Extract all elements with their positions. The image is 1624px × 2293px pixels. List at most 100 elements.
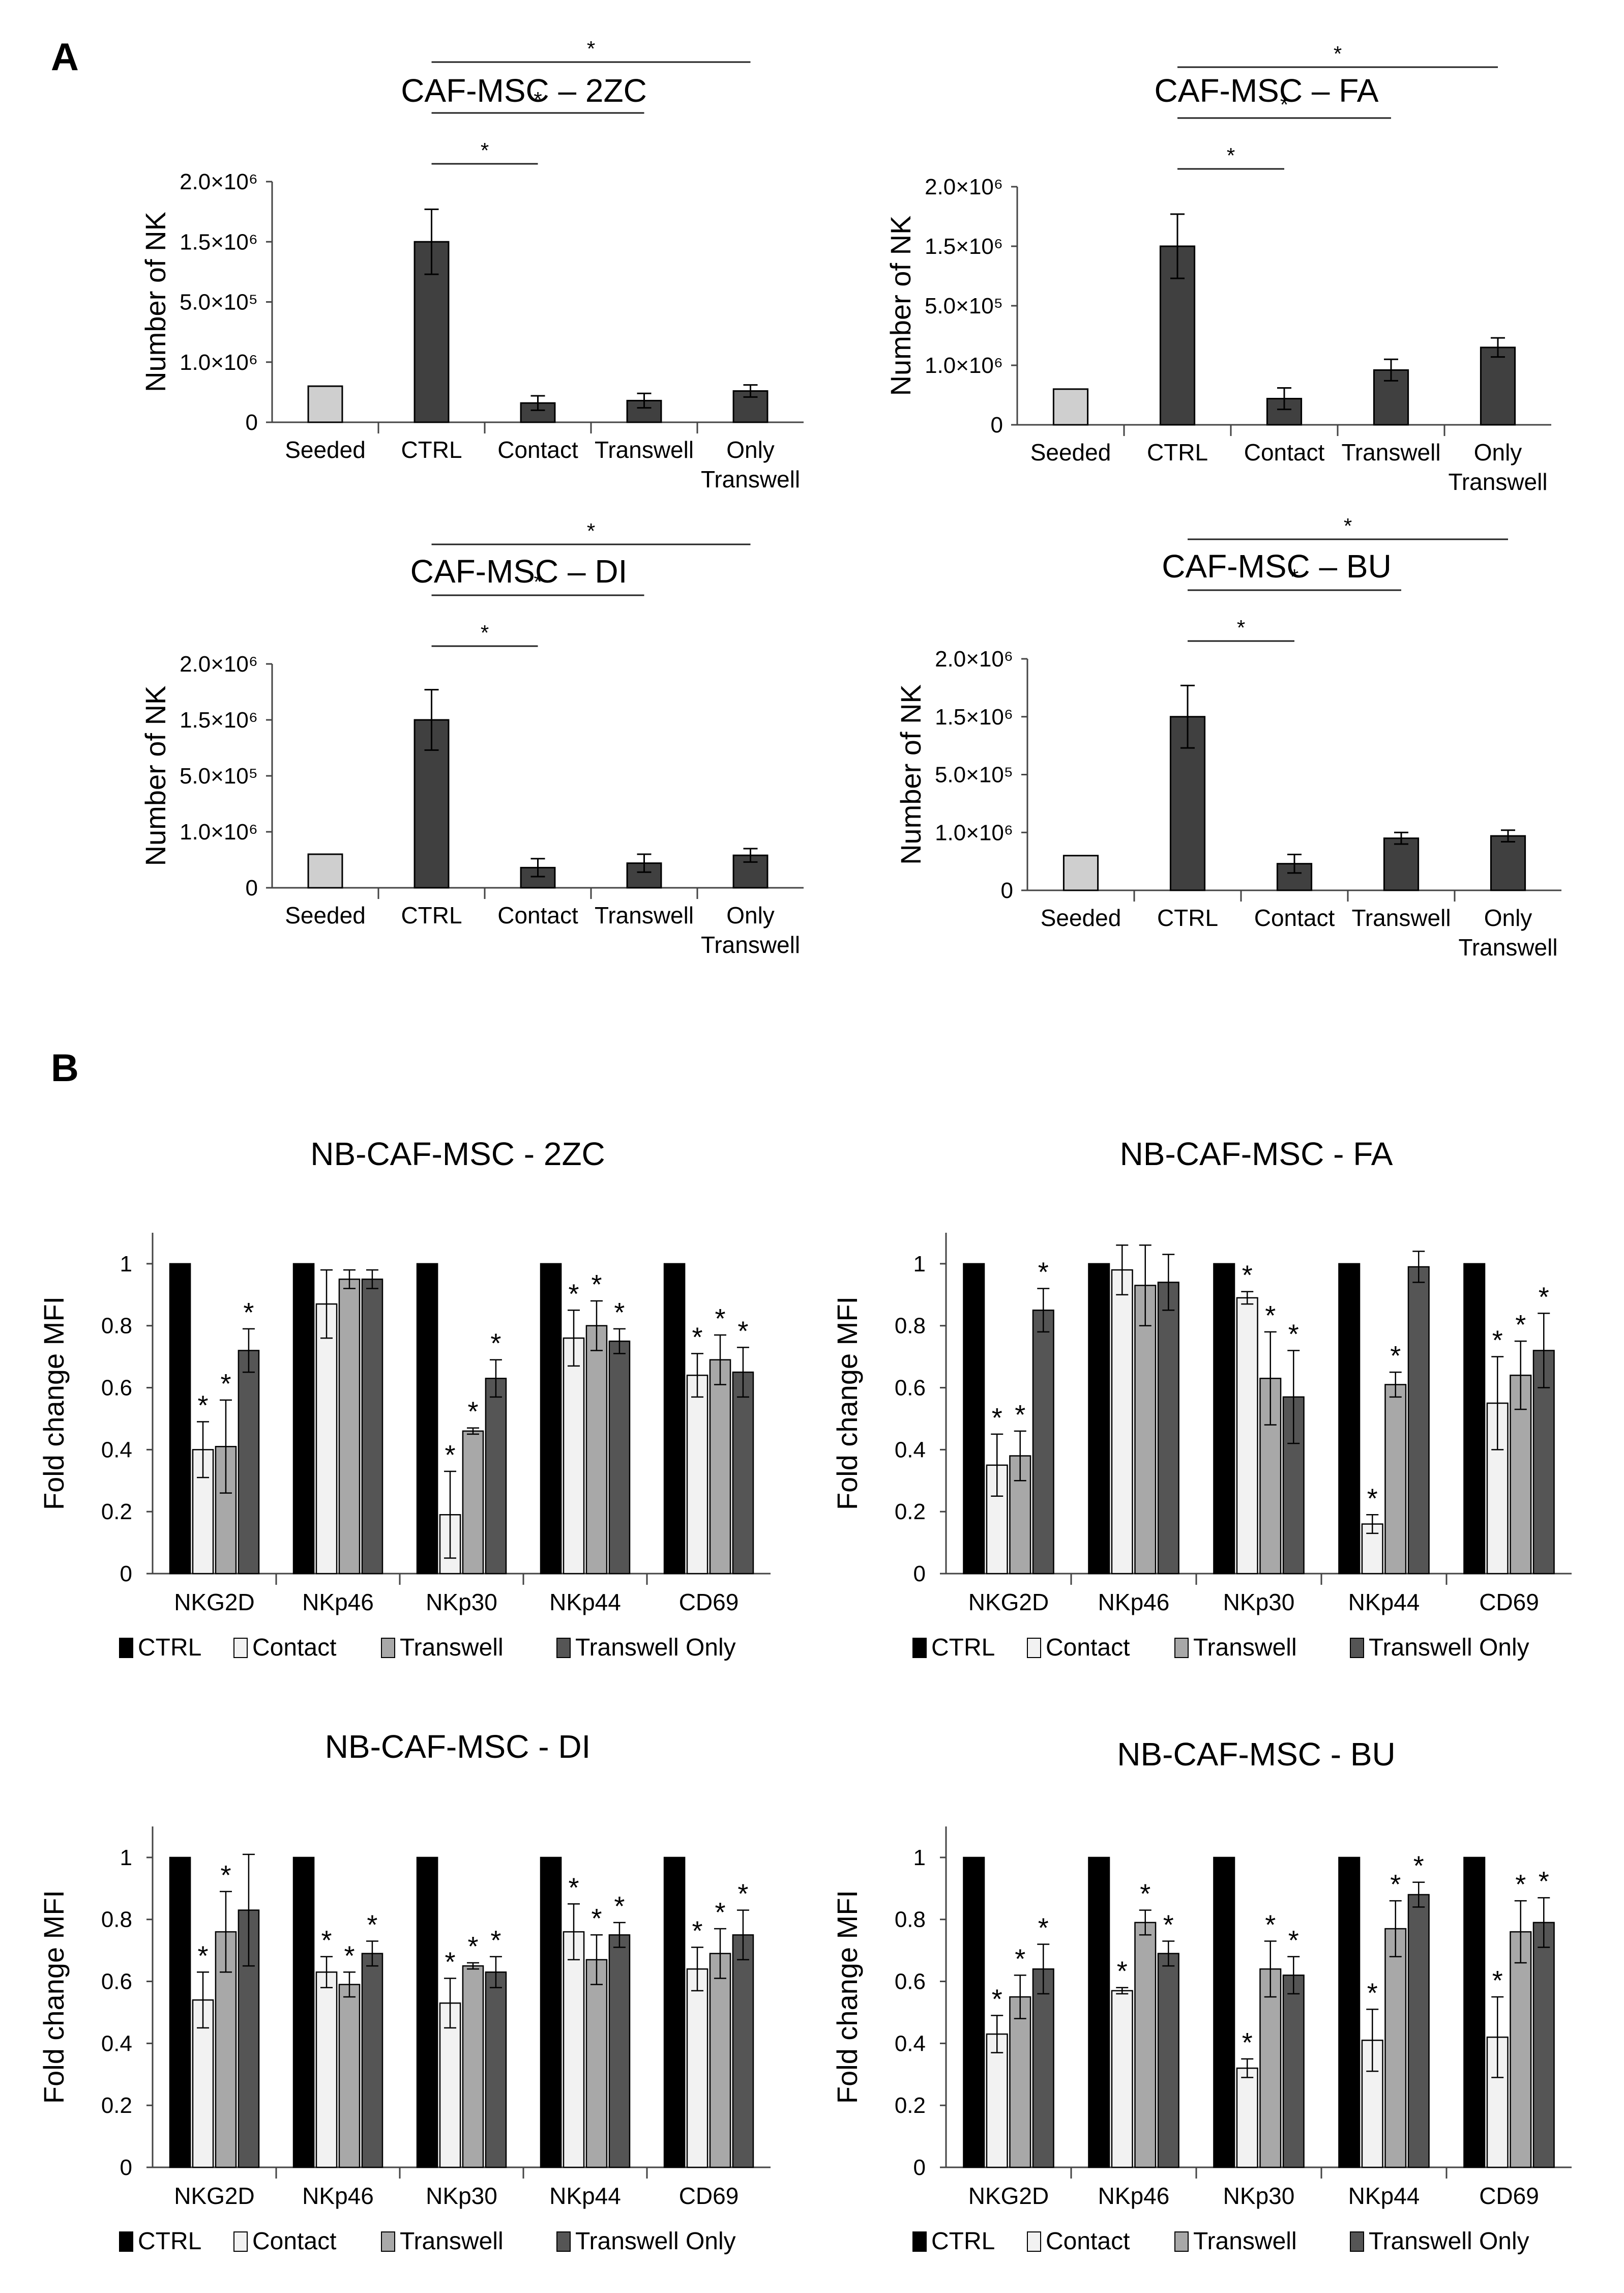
legend-label: Contact	[1046, 2228, 1130, 2255]
bar-ctrl	[292, 1263, 315, 1575]
bar-contact	[1236, 2067, 1258, 2168]
bar-transwell	[1384, 1384, 1407, 1575]
significance-star: *	[534, 570, 542, 594]
y-tick-label: 0.8	[895, 1314, 926, 1339]
nk-count-chart-1: CAF-MSC – 2ZC Number of NK 0 1.0×10⁶ 5.0×10⁵…	[139, 37, 804, 492]
x-tick-label: Only	[726, 902, 775, 928]
significance-star: *	[1038, 1257, 1049, 1288]
bar-transwell-only	[1157, 1953, 1179, 2168]
legend-label: Contact	[252, 2228, 336, 2255]
significance-star: *	[445, 1440, 456, 1470]
y-tick-label: 0.2	[895, 2093, 926, 2118]
x-tick-label: NKp30	[1223, 2183, 1295, 2209]
x-tick-label: NKG2D	[968, 2183, 1049, 2209]
y-tick-label: 1.0×10⁶	[925, 353, 1003, 378]
significance-star: *	[692, 1916, 703, 1947]
significance-star: *	[1515, 1869, 1526, 1900]
bar-only-transwell	[1480, 346, 1516, 426]
bar-ctrl	[963, 1856, 985, 2168]
significance-star: *	[591, 1269, 602, 1300]
x-tick-label: Transwell	[701, 932, 800, 958]
significance-star: *	[992, 1984, 1002, 2015]
x-tick-label: Seeded	[285, 437, 366, 463]
bar-ctrl	[663, 1263, 686, 1575]
bar-ctrl	[292, 1856, 315, 2168]
charts-container: CAF-MSC – 2ZC Number of NK 0 1.0×10⁶ 5.0×10⁵…	[38, 37, 1572, 2255]
bar-contact	[1361, 1523, 1383, 1575]
chart-title: CAF-MSC – 2ZC	[401, 72, 647, 109]
x-tick-label: NKG2D	[174, 2183, 254, 2209]
significance-star: *	[467, 1931, 478, 1962]
x-tick-label: NKp44	[1348, 2183, 1420, 2209]
significance-star: *	[1290, 565, 1298, 589]
significance-star: *	[1242, 2027, 1253, 2058]
mfi-chart-1: NB-CAF-MSC - 2ZC Fold change MFI 0 0.2 0.4 0.…	[38, 1136, 771, 1661]
legend-label: CTRL	[138, 1634, 201, 1661]
y-tick-label: 1.5×10⁶	[935, 705, 1013, 730]
y-tick-label: 0	[120, 1561, 132, 1586]
mfi-chart-4: NB-CAF-MSC - BU Fold change MFI 0 0.2 0.4 0.6…	[831, 1736, 1572, 2255]
legend-swatch	[1350, 2231, 1364, 2252]
bar-transwell-only	[1157, 1282, 1179, 1575]
bar-transwell-only	[1282, 1975, 1305, 2168]
y-tick-label: 1	[120, 1252, 132, 1276]
y-tick-label: 1.0×10⁶	[935, 820, 1013, 845]
significance-star: *	[1280, 93, 1288, 117]
nk-count-chart-2: CAF-MSC – FA Number of NK 0 1.0×10⁶ 5.0×10⁵ 1…	[884, 42, 1551, 495]
x-tick-label: Contact	[497, 437, 578, 463]
significance-star: *	[715, 1303, 725, 1334]
bar-transwell	[585, 1325, 608, 1575]
mfi-chart-3: NB-CAF-MSC - DI Fold change MFI 0 0.2 0.4 0.6…	[38, 1728, 771, 2255]
bar-transwell-only	[608, 1340, 631, 1575]
x-tick-label: CD69	[1479, 1589, 1539, 1615]
y-tick-label: 0	[120, 2155, 132, 2180]
bar-transwell	[1384, 1928, 1407, 2168]
y-axis-label: Number of NK	[884, 216, 917, 396]
y-tick-label: 5.0×10⁵	[180, 764, 258, 789]
bar-contact	[315, 1303, 338, 1575]
legend-label: Contact	[252, 1634, 336, 1661]
significance-star: *	[243, 1297, 254, 1328]
x-tick-label: CTRL	[401, 902, 462, 928]
legend-label: CTRL	[931, 1634, 995, 1661]
bar-transwell	[1009, 1996, 1031, 2168]
bar-contact	[686, 1968, 708, 2168]
y-tick-label: 5.0×10⁵	[180, 290, 258, 315]
bar-ctrl	[540, 1856, 562, 2168]
x-tick-label: Transwell	[1341, 439, 1440, 466]
legend-swatch	[233, 1638, 248, 1658]
y-tick-label: 1.5×10⁶	[925, 234, 1003, 259]
legend-swatch	[1174, 2231, 1189, 2252]
y-tick-label: 1	[913, 1252, 926, 1276]
bar-transwell	[338, 1279, 361, 1575]
bar-ctrl	[1463, 1263, 1486, 1575]
significance-star: *	[490, 1925, 501, 1956]
significance-star: *	[1390, 1341, 1401, 1371]
significance-star: *	[467, 1397, 478, 1427]
significance-star: *	[198, 1390, 209, 1421]
significance-star: *	[490, 1328, 501, 1359]
significance-star: *	[587, 37, 595, 61]
bar-transwell-only	[1407, 1266, 1430, 1575]
bar-ctrl	[963, 1263, 985, 1575]
nk-count-chart-4: CAF-MSC – BU Number of NK 0 1.0×10⁶ 5.0×10⁵ 1…	[895, 514, 1561, 961]
bar-contact	[1486, 2036, 1509, 2168]
bar-only-transwell	[1490, 835, 1526, 891]
bar-transwell	[626, 399, 662, 423]
bar-contact	[686, 1374, 708, 1575]
legend-label: Transwell Only	[575, 1634, 736, 1661]
legend-swatch	[1174, 1638, 1189, 1658]
bar-transwell	[462, 1430, 484, 1575]
bar-transwell-only	[732, 1934, 754, 2168]
y-tick-label: 5.0×10⁵	[935, 763, 1013, 788]
x-tick-label: Only	[726, 437, 775, 463]
legend-swatch	[119, 2231, 133, 2252]
chart-title: NB-CAF-MSC - BU	[1117, 1736, 1396, 1773]
x-tick-label: Only	[1474, 439, 1522, 466]
bar-transwell-only	[608, 1934, 631, 2168]
chart-title: NB-CAF-MSC - FA	[1120, 1136, 1393, 1172]
significance-star: *	[344, 1940, 355, 1971]
bar-only-transwell	[732, 390, 769, 423]
bar-ctrl	[416, 1263, 438, 1575]
bar-contact	[1236, 1297, 1258, 1575]
